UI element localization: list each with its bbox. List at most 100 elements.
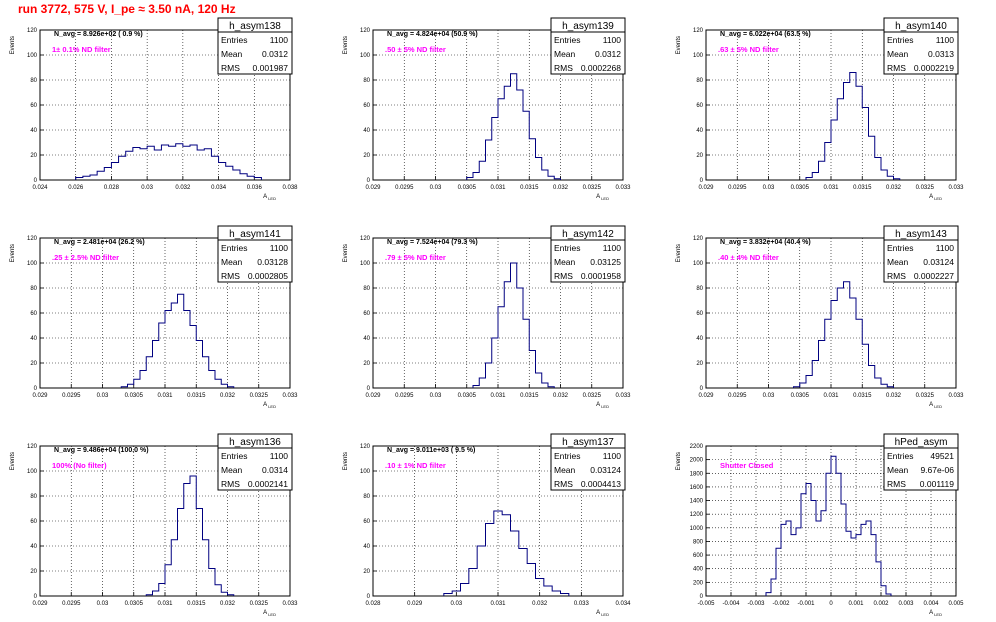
y-tick-label: 400 (693, 567, 704, 573)
navg-label: N_avg = 2.481e+04 (26.2 %) (54, 239, 145, 246)
stats-value: 0.0002805 (248, 271, 288, 281)
stats-value: 0.03125 (590, 257, 621, 267)
stats-label: Mean (554, 49, 576, 59)
x-tick-label: 0.001 (848, 601, 864, 607)
histogram-series-line (793, 281, 894, 388)
y-tick-label: 20 (363, 569, 370, 575)
x-tick-label: 0.0325 (916, 185, 935, 191)
stats-label: Mean (221, 49, 243, 59)
stats-label: Entries (554, 451, 580, 461)
y-tick-label: 60 (363, 311, 370, 317)
x-tick-label: 0.0325 (583, 393, 602, 399)
y-tick-label: 60 (30, 311, 37, 317)
y-axis-title: Events (10, 452, 16, 470)
y-tick-label: 100 (360, 469, 371, 475)
stats-value: 0.001987 (253, 63, 289, 73)
y-tick-label: 120 (27, 444, 38, 450)
filter-label: .25 ± 2.5% ND filter (52, 253, 119, 262)
y-tick-label: 40 (363, 544, 370, 550)
x-axis-title: A LED (929, 402, 942, 409)
x-tick-label: 0.032 (220, 393, 236, 399)
y-tick-label: 60 (363, 519, 370, 525)
x-tick-label: 0.0325 (250, 393, 269, 399)
x-tick-label: 0.029 (365, 393, 381, 399)
x-tick-label: 0.03 (763, 393, 775, 399)
x-tick-label: 0.0305 (791, 185, 810, 191)
histogram-panel-hPed_asym: -0.005 -0.004 -0.003 -0.002 -0.001 0 0.001 0.00… (676, 433, 964, 617)
x-tick-label: 0.0315 (187, 601, 206, 607)
x-tick-label: 0.026 (68, 185, 84, 191)
stats-label: Entries (554, 243, 580, 253)
histogram-series-line (805, 72, 901, 180)
filter-label: .79 ± 5% ND filter (385, 253, 446, 262)
stats-value: 0.03124 (923, 257, 954, 267)
histogram-series-line (466, 73, 561, 180)
stats-box (550, 433, 626, 491)
stats-box (217, 433, 293, 491)
x-axis-title: A LED (263, 402, 276, 409)
x-tick-label: -0.002 (772, 601, 790, 607)
x-tick-label: 0.0305 (458, 185, 477, 191)
x-tick-label: 0 (829, 601, 833, 607)
stats-label: RMS (221, 271, 240, 281)
y-tick-label: 0 (34, 178, 38, 184)
stats-label: RMS (554, 271, 573, 281)
y-tick-label: 120 (360, 236, 371, 242)
x-tick-label: 0.0315 (853, 393, 872, 399)
x-tick-label: 0.032 (553, 393, 569, 399)
y-tick-label: 40 (30, 544, 37, 550)
x-tick-label: 0.033 (282, 601, 298, 607)
histogram-panel-h_asym136: 0.029 0.0295 0.03 0.0305 0.031 0.0315 0.032 0.0… (10, 433, 298, 617)
y-tick-label: 1800 (690, 471, 704, 477)
y-tick-label: 80 (363, 286, 370, 292)
filter-label: .40 ± 4% ND filter (718, 253, 779, 262)
y-tick-label: 1000 (690, 526, 704, 532)
histogram-series-line (120, 293, 235, 388)
stats-value: 0.0004413 (581, 479, 621, 489)
y-tick-label: 100 (360, 53, 371, 59)
y-tick-label: 120 (693, 28, 704, 34)
x-tick-label: 0.032 (175, 185, 191, 191)
histogram-panel-h_asym141: 0.029 0.0295 0.03 0.0305 0.031 0.0315 0.032 0.0… (10, 225, 298, 409)
x-tick-label: 0.031 (157, 601, 173, 607)
y-tick-label: 2000 (690, 458, 704, 464)
y-tick-label: 20 (30, 569, 37, 575)
x-tick-label: 0.031 (490, 393, 506, 399)
y-axis-title: Events (676, 36, 682, 54)
stats-label: Entries (887, 451, 913, 461)
x-tick-label: 0.032 (886, 393, 902, 399)
x-tick-label: 0.0295 (395, 393, 414, 399)
x-tick-label: 0.003 (898, 601, 914, 607)
histogram-series-line (472, 262, 555, 388)
stats-label: RMS (221, 479, 240, 489)
stats-value: 0.0313 (928, 49, 954, 59)
x-tick-label: 0.004 (923, 601, 939, 607)
x-tick-label: 0.0295 (728, 393, 747, 399)
stats-label: Entries (221, 35, 247, 45)
stats-title: h_asym136 (229, 437, 281, 448)
y-tick-label: 0 (700, 178, 704, 184)
x-tick-label: 0.0295 (62, 393, 81, 399)
stats-title: h_asym141 (229, 229, 281, 240)
y-tick-label: 1400 (690, 499, 704, 505)
stats-box (883, 433, 959, 491)
y-tick-label: 40 (363, 336, 370, 342)
histogram-series-line (145, 475, 235, 596)
filter-label: .63 ± 5% ND filter (718, 45, 779, 54)
x-tick-label: 0.032 (532, 601, 548, 607)
stats-title: h_asym137 (562, 437, 614, 448)
y-tick-label: 20 (363, 361, 370, 367)
x-tick-label: 0.033 (282, 393, 298, 399)
histogram-panel-h_asym140: 0.029 0.0295 0.03 0.0305 0.031 0.0315 0.032 0.0… (676, 17, 964, 201)
stats-label: RMS (554, 479, 573, 489)
stats-label: Entries (221, 243, 247, 253)
navg-label: N_avg = 3.832e+04 (40.4 %) (720, 239, 811, 246)
navg-label: N_avg = 8.926e+02 ( 0.9 %) (54, 31, 143, 38)
x-tick-label: 0.029 (32, 601, 48, 607)
x-axis-title: A LED (929, 194, 942, 201)
y-tick-label: 0 (367, 386, 371, 392)
x-tick-label: 0.03 (430, 185, 442, 191)
x-tick-label: 0.0295 (395, 185, 414, 191)
y-tick-label: 120 (360, 28, 371, 34)
